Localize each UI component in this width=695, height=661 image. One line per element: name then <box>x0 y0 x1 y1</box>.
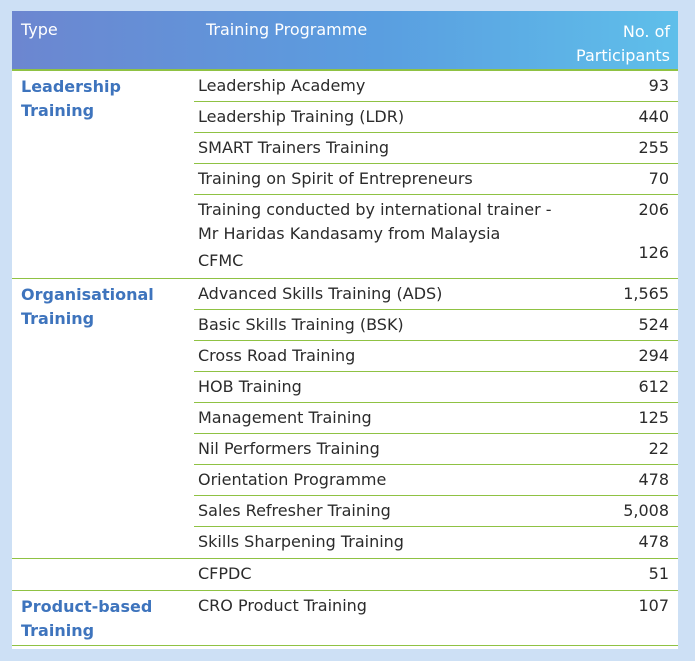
training-table: Type Training Programme No. of Participa… <box>12 11 678 649</box>
programme-name: CFMC <box>198 251 244 270</box>
group-organisational: Organisational Training Advanced Skills … <box>12 279 678 559</box>
participant-count: 93 <box>648 76 669 95</box>
group-type-label: Product-based Training <box>21 595 191 643</box>
header-participants-line1: No. of <box>622 22 670 41</box>
programme-name: Leadership Training (LDR) <box>198 107 405 126</box>
programme-name: Basic Skills Training (BSK) <box>198 315 404 334</box>
participant-count: 70 <box>648 169 669 188</box>
participant-count: 478 <box>638 532 669 551</box>
participant-count: 524 <box>638 315 669 334</box>
table-row: CRO Product Training 107 <box>194 591 678 622</box>
table-row: Leadership Training (LDR) 440 <box>194 102 678 133</box>
programme-name: Advanced Skills Training (ADS) <box>198 284 443 303</box>
group-type-line1: Organisational <box>21 285 154 304</box>
table-row: Orientation Programme 478 <box>194 465 678 496</box>
group-type-line2: Training <box>21 621 95 640</box>
programme-name-line1: Training conducted by international trai… <box>198 200 552 219</box>
table-row: Management Training 125 <box>194 403 678 434</box>
programme-name: SMART Trainers Training <box>198 138 390 157</box>
participant-count: 440 <box>638 107 669 126</box>
participant-count: 107 <box>638 596 669 615</box>
participant-count: 294 <box>638 346 669 365</box>
participant-count: 478 <box>638 470 669 489</box>
group-leadership: Leadership Training Leadership Academy 9… <box>12 69 678 279</box>
table-header: Type Training Programme No. of Participa… <box>12 11 678 69</box>
programme-name: Leadership Academy <box>198 76 366 95</box>
programme-name: Training conducted by international trai… <box>198 198 568 246</box>
group-type-label: Leadership Training <box>21 75 191 123</box>
group-type-line1: Leadership <box>21 77 121 96</box>
participant-count: 255 <box>638 138 669 157</box>
group-type-line2: Training <box>21 309 95 328</box>
table-body: Leadership Training Leadership Academy 9… <box>12 69 678 646</box>
table-row: Advanced Skills Training (ADS) 1,565 <box>194 279 678 310</box>
participant-count: 612 <box>638 377 669 396</box>
programme-name: Management Training <box>198 408 372 427</box>
header-type: Type <box>21 20 58 39</box>
programme-name: Sales Refresher Training <box>198 501 391 520</box>
participant-count: 206 <box>638 200 669 219</box>
participant-count: 22 <box>648 439 669 458</box>
programme-name-line2: Mr Haridas Kandasamy from Malaysia <box>198 224 501 243</box>
programme-name: Cross Road Training <box>198 346 356 365</box>
table-row: SMART Trainers Training 255 <box>194 133 678 164</box>
table-row: CFMC 126 <box>194 243 678 278</box>
group-type-line2: Training <box>21 101 95 120</box>
table-row: Basic Skills Training (BSK) 524 <box>194 310 678 341</box>
programme-name: CFPDC <box>198 564 252 583</box>
programme-name: Skills Sharpening Training <box>198 532 404 551</box>
participant-count: 51 <box>648 564 669 583</box>
group-type-label: Organisational Training <box>21 283 191 331</box>
table-row: Training conducted by international trai… <box>194 195 678 246</box>
programme-name: HOB Training <box>198 377 302 396</box>
table-row: Leadership Academy 93 <box>194 71 678 102</box>
table-row: HOB Training 612 <box>194 372 678 403</box>
group-type-line1: Product-based <box>21 597 153 616</box>
programme-name: Nil Performers Training <box>198 439 380 458</box>
participant-count: 5,008 <box>623 501 669 520</box>
table-row: Training on Spirit of Entrepreneurs 70 <box>194 164 678 195</box>
group-unlabeled: CFPDC 51 <box>12 559 678 591</box>
programme-name: CRO Product Training <box>198 596 367 615</box>
participant-count: 125 <box>638 408 669 427</box>
programme-name: Training on Spirit of Entrepreneurs <box>198 169 473 188</box>
participant-count: 126 <box>638 243 669 262</box>
table-row: CFPDC 51 <box>194 559 678 590</box>
table-row: Skills Sharpening Training 478 <box>194 527 678 558</box>
table-row: Nil Performers Training 22 <box>194 434 678 465</box>
table-row: Sales Refresher Training 5,008 <box>194 496 678 527</box>
participant-count: 1,565 <box>623 284 669 303</box>
programme-name: Orientation Programme <box>198 470 387 489</box>
header-participants: No. of Participants <box>576 20 670 68</box>
header-participants-line2: Participants <box>576 46 670 65</box>
header-programme: Training Programme <box>206 20 368 39</box>
table-row: Cross Road Training 294 <box>194 341 678 372</box>
group-product-based: Product-based Training CRO Product Train… <box>12 591 678 646</box>
